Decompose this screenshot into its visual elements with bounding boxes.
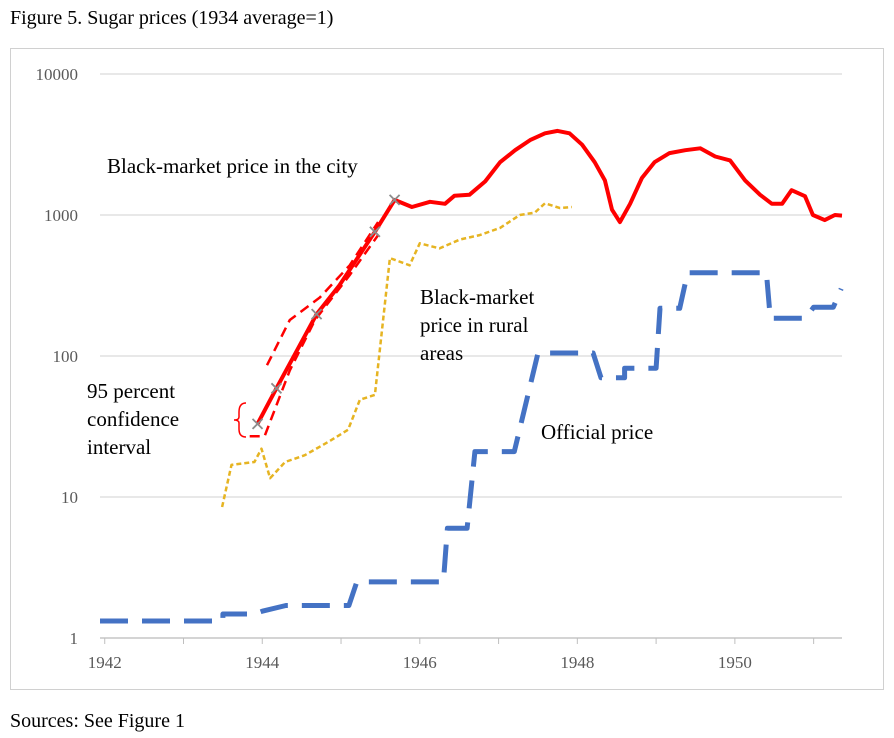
point-marker	[251, 418, 264, 430]
y-tick-label: 10000	[36, 65, 79, 84]
chart-frame	[10, 48, 884, 690]
x-tick-label: 1942	[88, 653, 122, 672]
x-tick-label: 1950	[718, 653, 752, 672]
annotation: Black-market price in the city	[107, 154, 358, 178]
x-tick-label: 1946	[403, 653, 437, 672]
y-tick-label: 1	[70, 629, 79, 648]
y-tick-label: 100	[53, 347, 79, 366]
annotation: interval	[87, 435, 151, 459]
series-line	[100, 270, 844, 624]
series-line	[265, 221, 380, 366]
annotation: Official price	[541, 420, 653, 444]
figure-title: Figure 5. Sugar prices (1934 average=1)	[10, 7, 333, 29]
point-marker	[270, 382, 283, 394]
series-line	[249, 234, 380, 438]
point-marker	[388, 194, 401, 206]
annotation: confidence	[87, 407, 179, 431]
annotation: price in rural	[420, 313, 529, 337]
point-marker	[369, 226, 381, 238]
y-tick-label: 1000	[44, 206, 78, 225]
series-line	[220, 202, 572, 508]
y-tick-label: 10	[61, 488, 78, 507]
source-note: Sources: See Figure 1	[10, 710, 185, 732]
annotation: Black-market	[420, 285, 534, 309]
x-tick-label: 1948	[560, 653, 594, 672]
point-marker	[310, 308, 323, 320]
brace	[233, 402, 247, 438]
series-line	[255, 128, 843, 425]
annotation: areas	[420, 341, 463, 365]
annotation: 95 percent	[87, 379, 175, 403]
x-tick-label: 1944	[245, 653, 280, 672]
